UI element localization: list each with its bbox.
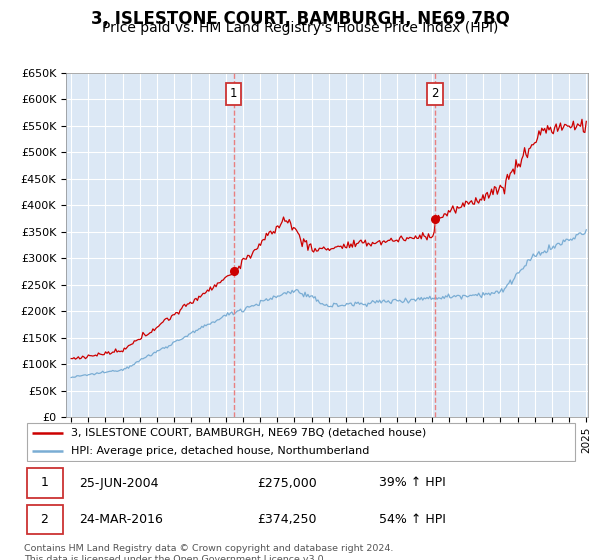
Text: 24-MAR-2016: 24-MAR-2016 <box>79 513 163 526</box>
Text: 2: 2 <box>431 87 439 100</box>
Text: 25-JUN-2004: 25-JUN-2004 <box>79 477 159 489</box>
Text: HPI: Average price, detached house, Northumberland: HPI: Average price, detached house, Nort… <box>71 446 370 456</box>
Text: 2: 2 <box>41 513 49 526</box>
Text: £275,000: £275,000 <box>257 477 317 489</box>
Text: 3, ISLESTONE COURT, BAMBURGH, NE69 7BQ (detached house): 3, ISLESTONE COURT, BAMBURGH, NE69 7BQ (… <box>71 428 427 438</box>
FancyBboxPatch shape <box>27 468 63 498</box>
FancyBboxPatch shape <box>27 423 575 461</box>
Text: Contains HM Land Registry data © Crown copyright and database right 2024.
This d: Contains HM Land Registry data © Crown c… <box>24 544 394 560</box>
Text: 1: 1 <box>230 87 238 100</box>
Text: £374,250: £374,250 <box>257 513 317 526</box>
Text: 54% ↑ HPI: 54% ↑ HPI <box>379 513 446 526</box>
Text: 3, ISLESTONE COURT, BAMBURGH, NE69 7BQ: 3, ISLESTONE COURT, BAMBURGH, NE69 7BQ <box>91 10 509 28</box>
Text: 39% ↑ HPI: 39% ↑ HPI <box>379 477 446 489</box>
Text: Price paid vs. HM Land Registry's House Price Index (HPI): Price paid vs. HM Land Registry's House … <box>102 21 498 35</box>
FancyBboxPatch shape <box>27 505 63 534</box>
Text: 1: 1 <box>41 477 49 489</box>
